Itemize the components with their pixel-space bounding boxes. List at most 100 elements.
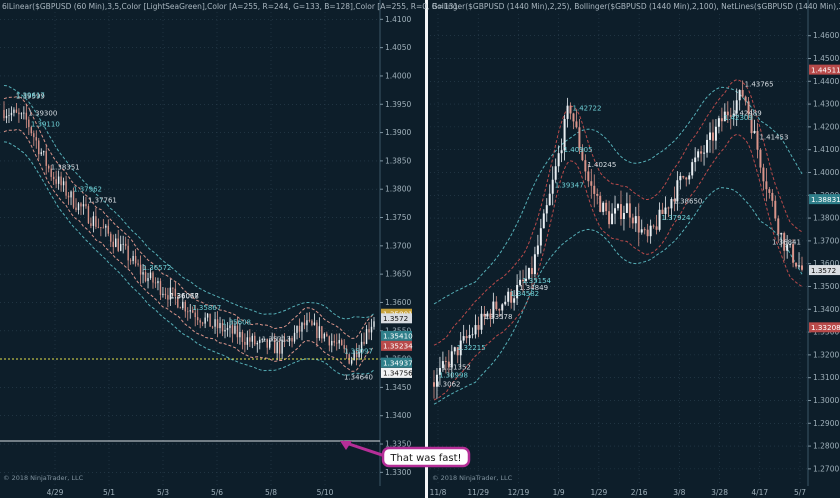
candle-body xyxy=(566,105,569,119)
candle-body xyxy=(694,157,697,163)
y-tick-label: 1.4500 xyxy=(813,54,839,63)
price-annotation: 1.32215 xyxy=(457,344,486,352)
candle-body xyxy=(709,132,711,140)
candle-body xyxy=(539,228,542,246)
candle-body xyxy=(134,255,137,264)
candle-body xyxy=(100,227,102,228)
y-tick-label: 1.3650 xyxy=(385,270,411,279)
candle-body xyxy=(162,293,164,295)
panel-divider[interactable] xyxy=(425,0,428,498)
candle-body xyxy=(67,195,70,198)
price-box[interactable] xyxy=(809,322,840,333)
candle-body xyxy=(637,216,640,233)
candle-body xyxy=(590,181,593,186)
callout-box[interactable] xyxy=(381,446,471,468)
candle-body xyxy=(593,185,596,194)
x-tick-label: 11/29 xyxy=(467,488,489,497)
y-tick-label: 1.3600 xyxy=(813,259,839,268)
candle-body xyxy=(303,322,306,326)
candle-body xyxy=(159,281,162,295)
price-annotation: 1.34849 xyxy=(519,284,548,292)
price-box[interactable] xyxy=(809,194,840,205)
bollinger-inner-band xyxy=(3,96,375,339)
y-tick-label: 1.4050 xyxy=(385,43,411,52)
price-annotation: 1.36841 xyxy=(772,239,801,247)
candle-body xyxy=(756,130,759,150)
candle-body xyxy=(271,339,273,341)
candle-body xyxy=(137,263,139,265)
candle-body xyxy=(216,319,219,329)
candle-body xyxy=(75,207,77,211)
candle-body xyxy=(741,90,744,97)
price-annotation: 1.35867 xyxy=(192,304,221,312)
candle-body xyxy=(798,265,801,267)
candle-body xyxy=(209,313,211,327)
y-tick-label: 1.4200 xyxy=(813,122,839,131)
candle-body xyxy=(780,233,783,235)
candle-body xyxy=(55,179,57,184)
candle-body xyxy=(199,320,201,323)
candle-body xyxy=(602,202,605,212)
price-annotation: 1.35097 xyxy=(344,348,373,356)
y-tick-label: 1.3800 xyxy=(385,185,411,194)
y-tick-label: 1.3400 xyxy=(813,305,839,314)
x-tick-label: 3/28 xyxy=(711,488,728,497)
candle-body xyxy=(122,243,124,245)
candle-body xyxy=(768,189,771,193)
candle-body xyxy=(545,205,548,214)
y-tick-label: 1.3900 xyxy=(385,128,411,137)
price-box[interactable] xyxy=(809,64,840,75)
candle-body xyxy=(62,181,65,186)
price-annotation: 1.39347 xyxy=(555,181,584,189)
y-tick-label: 1.2900 xyxy=(813,419,839,428)
candle-body xyxy=(241,331,244,342)
candle-body xyxy=(360,341,363,353)
candle-body xyxy=(244,341,246,345)
candle-body xyxy=(95,216,97,227)
y-tick-label: 1.4100 xyxy=(385,15,411,24)
candle-body xyxy=(177,296,179,308)
price-annotation: 1.37924 xyxy=(662,214,691,222)
candle-body xyxy=(90,223,92,226)
candle-body xyxy=(759,149,762,168)
candle-body xyxy=(557,153,560,167)
y-tick-label: 1.3700 xyxy=(385,241,411,250)
candle-body xyxy=(569,105,572,114)
candle-body xyxy=(703,152,706,154)
candle-body xyxy=(85,204,87,207)
candle-body xyxy=(774,200,777,219)
y-tick-label: 1.4600 xyxy=(813,31,839,40)
x-tick-label: 5/10 xyxy=(317,488,334,497)
candle-body xyxy=(519,279,522,286)
price-box[interactable] xyxy=(809,265,840,276)
price-box-label: 1.34937 xyxy=(383,358,413,367)
candle-body xyxy=(554,166,557,180)
price-annotation: 1.33578 xyxy=(483,313,512,321)
candle-body xyxy=(676,180,679,202)
candle-body xyxy=(530,268,533,275)
candle-body xyxy=(80,203,82,207)
candle-body xyxy=(551,179,554,194)
candle-body xyxy=(735,100,738,114)
price-box[interactable] xyxy=(381,367,412,378)
candle-body xyxy=(525,278,527,282)
candle-body xyxy=(336,342,338,344)
candle-body xyxy=(298,325,301,332)
candle-body xyxy=(355,351,358,358)
candle-body xyxy=(673,199,676,202)
candle-body xyxy=(447,361,450,368)
price-box-label: 1.3572 xyxy=(811,266,836,275)
left-panel-header: 6lLinear($GBPUSD (60 Min),3,5,Color [Lig… xyxy=(2,2,458,11)
candle-body xyxy=(536,245,539,255)
price-box[interactable] xyxy=(381,340,412,351)
candle-body xyxy=(498,309,501,311)
candle-body xyxy=(507,291,510,302)
candle-body xyxy=(179,307,182,309)
price-box[interactable] xyxy=(381,357,412,368)
candle-body xyxy=(714,126,717,141)
price-box[interactable] xyxy=(381,313,412,324)
price-box[interactable] xyxy=(381,330,412,341)
candle-body xyxy=(97,226,100,228)
right-copyright: © 2018 NinjaTrader, LLC xyxy=(432,474,513,482)
